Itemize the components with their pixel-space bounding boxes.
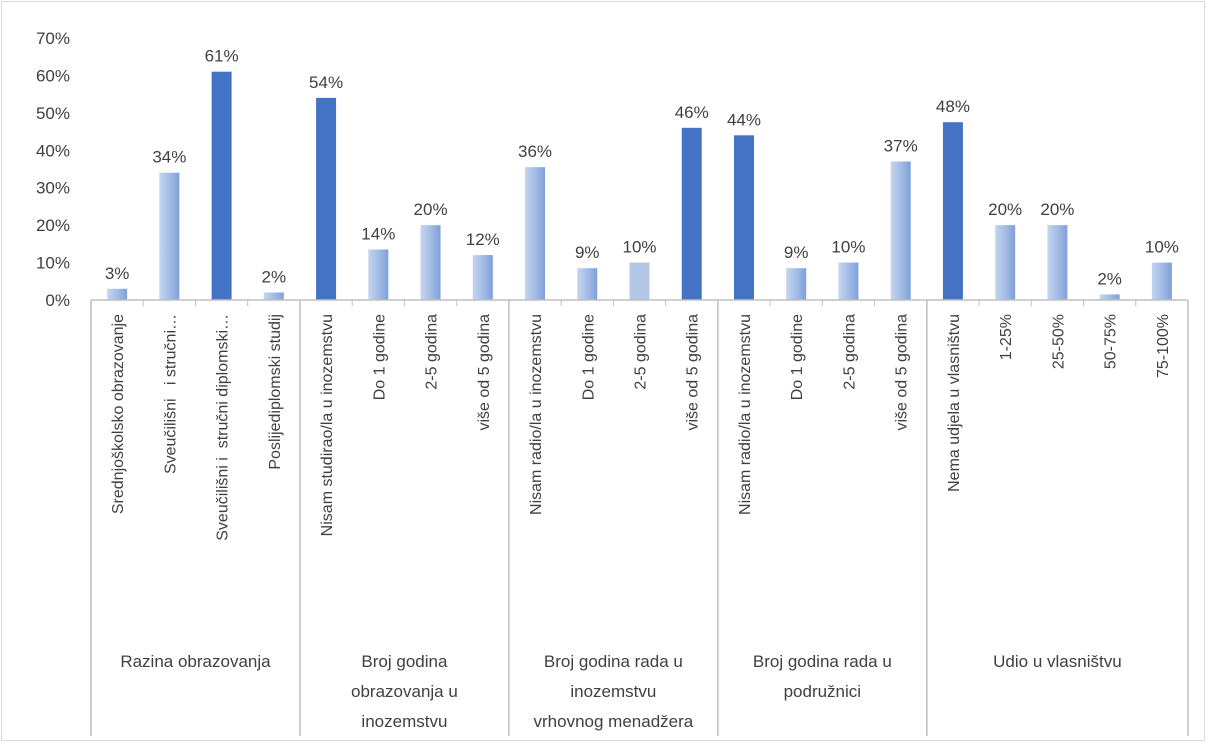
- category-label: 25-50%: [1050, 314, 1067, 369]
- data-label: 46%: [675, 103, 709, 122]
- data-label: 10%: [1145, 238, 1179, 257]
- data-label: 10%: [622, 238, 656, 257]
- group-label: Broj godina rada u: [544, 652, 683, 671]
- data-label: 9%: [784, 243, 809, 262]
- y-tick-label: 50%: [36, 104, 70, 123]
- y-tick-label: 60%: [36, 66, 70, 85]
- category-label: 75-100%: [1155, 314, 1172, 378]
- data-label: 54%: [309, 73, 343, 92]
- bar: [577, 268, 598, 300]
- data-label: 10%: [831, 238, 865, 257]
- bar: [786, 268, 807, 300]
- bar: [525, 167, 546, 300]
- category-label: 2-5 godina: [424, 314, 441, 390]
- data-label: 3%: [105, 264, 130, 283]
- bars: [107, 71, 1172, 300]
- bar: [1099, 294, 1120, 300]
- y-tick-label: 20%: [36, 216, 70, 235]
- data-label: 48%: [936, 97, 970, 116]
- category-label: više od 5 godina: [685, 314, 702, 431]
- category-label: 50-75%: [1103, 314, 1120, 369]
- bar: [263, 292, 284, 300]
- data-label: 14%: [361, 224, 395, 243]
- y-tick-label: 40%: [36, 141, 70, 160]
- bar: [1151, 262, 1172, 300]
- data-label: 12%: [466, 230, 500, 249]
- group-label: Broj godina: [361, 652, 448, 671]
- category-label: Poslijediplomski studij: [267, 314, 284, 470]
- category-label: 1-25%: [998, 314, 1015, 360]
- bar: [733, 135, 754, 300]
- bar: [1047, 225, 1068, 300]
- data-label: 34%: [152, 148, 186, 167]
- bar: [890, 161, 911, 300]
- bar: [472, 255, 493, 300]
- group-label: obrazovanja u: [351, 682, 458, 701]
- group-label: inozemstvu: [361, 712, 447, 731]
- group-label: Broj godina rada u: [753, 652, 892, 671]
- category-label: Do 1 godine: [789, 314, 806, 400]
- y-tick-label: 10%: [36, 254, 70, 273]
- data-label: 9%: [575, 243, 600, 262]
- bar: [107, 288, 128, 300]
- group-label: podružnici: [784, 682, 862, 701]
- group-label: Razina obrazovanja: [120, 652, 271, 671]
- y-tick-label: 30%: [36, 179, 70, 198]
- data-labels: 3% 34% 61% 2% 54% 14% 20% 12% 36% 9% 10% 46% 44% 9% 10…: [105, 47, 1179, 289]
- category-label: više od 5 godina: [476, 314, 493, 431]
- data-label: 44%: [727, 110, 761, 129]
- bar: [681, 127, 702, 300]
- bar: [316, 97, 337, 300]
- category-label: Do 1 godine: [580, 314, 597, 400]
- bar: [629, 262, 650, 300]
- group-label: inozemstvu: [570, 682, 656, 701]
- data-label: 2%: [262, 268, 287, 287]
- category-label: Do 1 godine: [371, 314, 388, 400]
- y-tick-label: 70%: [36, 29, 70, 48]
- bar: [838, 262, 859, 300]
- category-label: Srednjoškolsko obrazovanje: [110, 314, 127, 514]
- category-label: Sveučilišni i stručni diplomski…: [215, 314, 232, 541]
- category-label: 2-5 godina: [841, 314, 858, 390]
- bar: [368, 249, 389, 300]
- category-label: Nisam studirao/la u inozemstvu: [319, 314, 336, 536]
- category-label: Nisam radio/la u inozemstvu: [737, 314, 754, 515]
- bar: [942, 122, 963, 300]
- data-label: 2%: [1097, 269, 1122, 288]
- x-axis: Srednjoškolsko obrazovanje Sveučilišni i …: [90, 299, 1189, 736]
- y-axis: 0% 10% 20% 30% 40% 50% 60% 70%: [36, 29, 70, 310]
- data-label: 61%: [205, 47, 239, 66]
- bar: [995, 225, 1016, 300]
- category-label: 2-5 godina: [633, 314, 650, 390]
- bar: [159, 172, 180, 300]
- group-label: vrhovnog menadžera: [534, 712, 694, 731]
- category-label: više od 5 godina: [894, 314, 911, 431]
- group-label: Udio u vlasništvu: [993, 652, 1122, 671]
- data-label: 20%: [1040, 200, 1074, 219]
- data-label: 20%: [988, 200, 1022, 219]
- bar: [211, 71, 232, 300]
- bar: [420, 225, 441, 300]
- y-tick-label: 0%: [45, 291, 70, 310]
- data-label: 36%: [518, 142, 552, 161]
- category-label: Nema udjela u vlasništvu: [946, 314, 963, 492]
- data-label: 37%: [884, 137, 918, 156]
- data-label: 20%: [414, 200, 448, 219]
- category-label: Sveučilišni i stručni…: [162, 314, 179, 474]
- category-label: Nisam radio/la u inozemstvu: [528, 314, 545, 515]
